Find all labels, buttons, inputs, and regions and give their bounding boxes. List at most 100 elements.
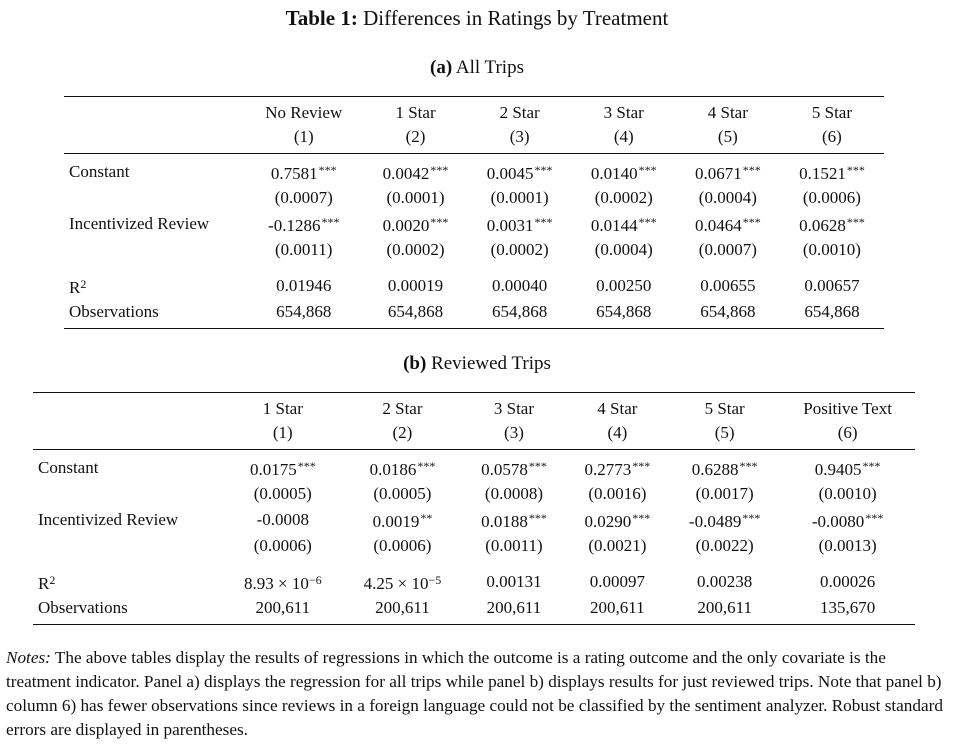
- se-cell: (0.0007): [698, 240, 757, 259]
- row-label: Constant: [64, 153, 244, 186]
- coef-value: 0.0031: [486, 216, 534, 235]
- column-header: 2 Star: [342, 392, 463, 421]
- r2-value: 0.00238: [697, 572, 753, 591]
- se-cell: (0.0004): [594, 240, 653, 259]
- column-header: 1 Star: [223, 392, 343, 421]
- r2-value: 0.01946: [276, 276, 332, 295]
- significance-stars: ***: [739, 459, 758, 473]
- panel-b-table: 1 Star 2 Star 3 Star 4 Star 5 Star Positive T…: [33, 392, 915, 625]
- header-blank: [33, 392, 223, 421]
- panel-b-title-text: Reviewed Trips: [431, 353, 551, 374]
- r2-cell: 4.25 × 10−5: [343, 568, 463, 596]
- table-notes: Notes: The above tables display the resu…: [6, 646, 948, 742]
- coef-value: 0.0020: [382, 216, 430, 235]
- se-cell: (0.0017): [695, 484, 754, 503]
- coef-cell: 0.7581***: [244, 153, 364, 186]
- significance-stars: ***: [632, 459, 651, 473]
- column-number: (2): [405, 127, 426, 146]
- se-row: (0.0011) (0.0002) (0.0002) (0.0004) (0.0007)…: [64, 238, 884, 262]
- observations-row: Observations 654,868 654,868 654,868 654,868…: [64, 300, 884, 329]
- coef-cell: 0.0045***: [467, 153, 572, 186]
- r2-cell: 0.00026: [780, 568, 915, 596]
- coef-row: Incentivized Review -0.0008 0.0019** 0.0188…: [33, 506, 915, 534]
- column-header: 3 Star: [571, 96, 676, 125]
- coef-cell: 0.0671***: [675, 153, 780, 186]
- r2-cell: 0.01946: [244, 272, 364, 300]
- coef-cell: 0.2773***: [565, 449, 670, 482]
- coef-cell: 0.0020***: [364, 210, 468, 238]
- coef-cell: 0.0175***: [223, 449, 343, 482]
- se-cell: (0.0013): [818, 536, 877, 555]
- coef-value: 0.0186: [369, 460, 417, 479]
- significance-stars: ***: [846, 163, 865, 177]
- significance-stars: ***: [632, 511, 651, 525]
- coef-cell: 0.0578***: [462, 449, 566, 482]
- column-header: No Review: [244, 96, 364, 125]
- r2-cell: 0.00657: [780, 272, 884, 300]
- row-label: Incentivized Review: [38, 510, 179, 529]
- r2-value: 0.00657: [804, 276, 860, 295]
- se-cell: (0.0007): [274, 188, 333, 207]
- coef-value: 0.0140: [590, 164, 638, 183]
- panel-a-label: (a): [430, 57, 453, 78]
- se-cell: (0.0011): [485, 536, 543, 555]
- panel-a-table: No Review 1 Star 2 Star 3 Star 4 Star 5 Star (…: [64, 96, 884, 329]
- spacer-cell: [462, 558, 565, 568]
- significance-stars: ***: [528, 459, 547, 473]
- r2-label-text: R: [38, 574, 50, 593]
- significance-stars: ***: [865, 511, 884, 525]
- r2-exponent: 2: [80, 277, 87, 291]
- row-label-blank: [64, 186, 244, 210]
- coef-value: 0.0144: [590, 216, 638, 235]
- row-label: Constant: [33, 449, 223, 482]
- coef-value: 0.2773: [584, 460, 632, 479]
- coef-row: Constant 0.0175*** 0.0186*** 0.0578*** 0.277…: [33, 449, 915, 482]
- significance-stars: ***: [297, 459, 316, 473]
- coef-value: 0.0628: [799, 216, 846, 235]
- observations-row: Observations 200,611 200,611 200,611 200,611…: [33, 596, 915, 625]
- column-header: Positive Text: [780, 392, 915, 421]
- r2-value: 0.00131: [486, 572, 542, 591]
- spacer-cell: [343, 558, 463, 568]
- spacer-row: [64, 262, 884, 272]
- se-cell: (0.0016): [588, 484, 647, 503]
- row-label: Incentivized Review: [69, 214, 210, 233]
- coef-row: Constant 0.7581*** 0.0042*** 0.0045*** 0.014…: [64, 153, 884, 186]
- se-cell: (0.0010): [818, 484, 877, 503]
- coef-value: 0.0578: [481, 460, 528, 479]
- se-row: (0.0006) (0.0006) (0.0011) (0.0021) (0.0022)…: [33, 534, 915, 558]
- se-cell: (0.0001): [490, 188, 549, 207]
- se-cell: (0.0005): [373, 484, 432, 503]
- observations-cell: 200,611: [669, 596, 781, 625]
- r2-value: 0.00097: [589, 572, 645, 591]
- significance-stars: ***: [638, 215, 657, 229]
- panel-b-label: (b): [403, 353, 427, 374]
- caption-label: Table 1:: [285, 6, 358, 30]
- coef-value: -0.1286: [268, 216, 321, 235]
- header-row: No Review 1 Star 2 Star 3 Star 4 Star 5 Star: [64, 96, 884, 125]
- column-header: 5 Star: [779, 96, 884, 125]
- se-cell: (0.0006): [802, 188, 861, 207]
- significance-stars: ***: [417, 459, 436, 473]
- notes-text: The above tables display the results of …: [6, 648, 943, 739]
- row-label-blank: [33, 534, 223, 558]
- observations-cell: 135,670: [780, 596, 915, 625]
- r2-cell: 0.00238: [669, 568, 780, 596]
- coef-cell: 0.9405***: [780, 449, 915, 482]
- coef-value: 0.0671: [694, 164, 742, 183]
- column-number: (3): [504, 423, 524, 442]
- se-cell: (0.0021): [588, 536, 647, 555]
- coef-cell: -0.0489***: [669, 506, 780, 534]
- column-number: (2): [392, 423, 413, 442]
- column-number: (6): [837, 423, 858, 442]
- r2-value: 0.00019: [387, 276, 444, 295]
- significance-stars: ***: [321, 215, 340, 229]
- coef-cell: 0.0186***: [342, 449, 463, 482]
- coef-cell: 0.0031***: [468, 210, 572, 238]
- significance-stars: ***: [846, 215, 865, 229]
- r2-cell: 0.00131: [462, 568, 565, 596]
- observations-cell: 654,868: [571, 300, 676, 329]
- header-row: 1 Star 2 Star 3 Star 4 Star 5 Star Positive T…: [33, 392, 915, 421]
- spacer-cell: [676, 262, 780, 272]
- se-cell: (0.0006): [373, 536, 432, 555]
